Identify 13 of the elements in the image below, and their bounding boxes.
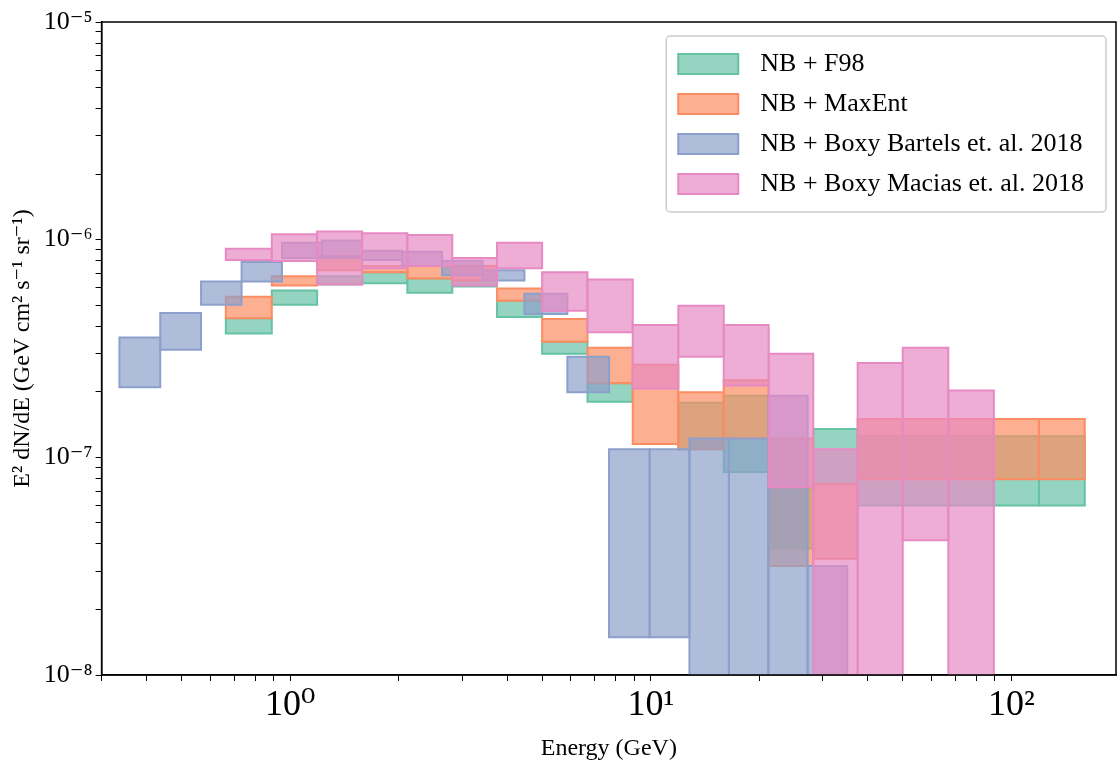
y-axis-title: E² dN/dE (GeV cm² s⁻¹ sr⁻¹) <box>7 209 34 488</box>
x-tick-label: 10⁰ <box>264 683 316 724</box>
legend-label: NB + Boxy Macias et. al. 2018 <box>760 167 1084 197</box>
x-tick-label: 10² <box>988 683 1035 724</box>
y-tick-label: 10⁻⁶ <box>43 223 93 253</box>
legend-label: NB + F98 <box>760 47 865 77</box>
legend-label: NB + MaxEnt <box>760 87 909 117</box>
x-axis-title: Energy (GeV) <box>540 733 677 760</box>
y-tick-label: 10⁻⁷ <box>43 441 93 471</box>
y-tick-label: 10⁻⁸ <box>43 658 93 688</box>
x-tick-label: 10¹ <box>627 683 675 724</box>
legend-label: NB + Boxy Bartels et. al. 2018 <box>760 127 1083 157</box>
y-tick-label: 10⁻⁵ <box>43 5 93 35</box>
